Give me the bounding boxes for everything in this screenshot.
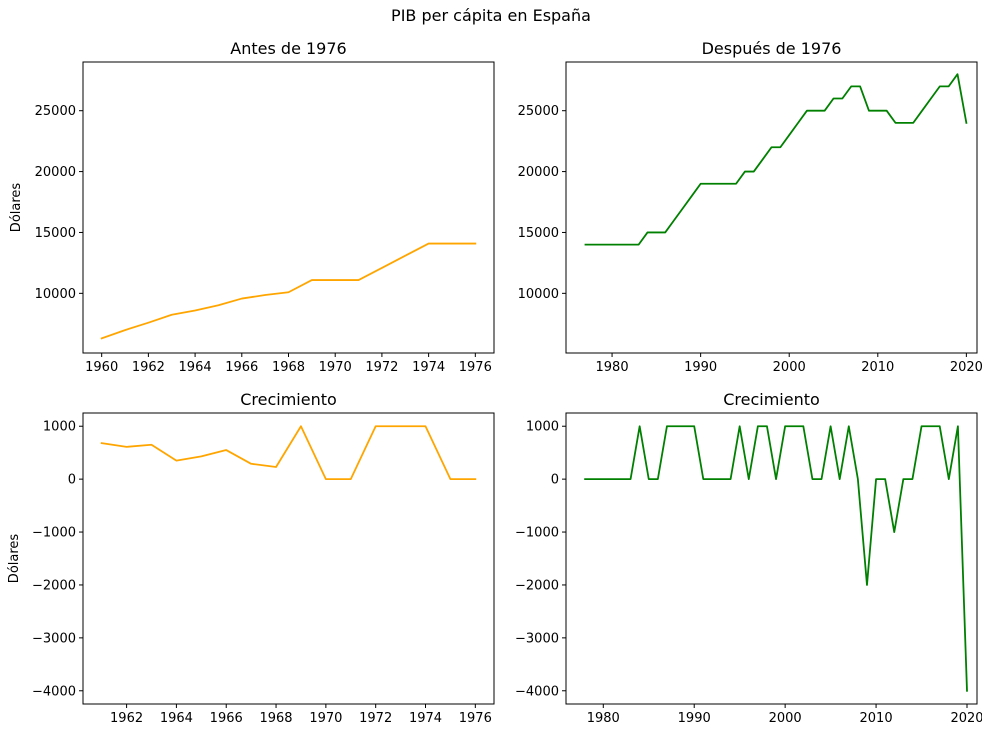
- y-tick-label: 25000: [35, 104, 76, 119]
- x-tick-label: 1970: [309, 711, 342, 726]
- x-tick-label: 1980: [596, 360, 629, 375]
- x-tick-label: 1990: [678, 711, 711, 726]
- y-tick-label: 10000: [35, 287, 76, 302]
- y-tick-label: 1000: [526, 420, 559, 435]
- y-tick-label: −1000: [32, 526, 76, 541]
- y-tick-label: −1000: [515, 526, 559, 541]
- plot-frame: [565, 61, 978, 354]
- subplot-title: Después de 1976: [702, 39, 842, 58]
- x-tick-label: 1964: [160, 711, 193, 726]
- subplot-title: Crecimiento: [723, 390, 820, 409]
- x-tick-label: 1976: [459, 711, 492, 726]
- y-tick-label: −2000: [515, 578, 559, 593]
- x-tick-label: 1974: [412, 360, 445, 375]
- subplot-pre-1976-growth: Crecimiento Dólares 1962 1964 1966 1968 1970 19…: [7, 390, 495, 726]
- x-tick-label: 1970: [319, 360, 352, 375]
- series-line: [100, 425, 477, 481]
- figure-title: PIB per cápita en España: [391, 6, 591, 25]
- series-line: [584, 73, 968, 246]
- x-tick-label: 1976: [459, 360, 492, 375]
- subplot-title: Antes de 1976: [230, 39, 346, 58]
- x-tick-label: 1964: [179, 360, 212, 375]
- x-tick-label: 1990: [684, 360, 717, 375]
- x-tick-label: 1962: [110, 711, 143, 726]
- x-tick-label: 1966: [225, 360, 258, 375]
- x-tick-label: 2010: [860, 711, 893, 726]
- y-tick-label: −3000: [32, 631, 76, 646]
- x-tick-label: 1972: [359, 711, 392, 726]
- y-tick-label: 25000: [518, 104, 559, 119]
- plot-frame: [82, 61, 495, 354]
- y-tick-label: 10000: [518, 287, 559, 302]
- x-tick-label: 1972: [365, 360, 398, 375]
- x-tick-label: 2000: [769, 711, 802, 726]
- y-tick-label: −4000: [515, 684, 559, 699]
- subplot-post-1976-growth: Crecimiento 1980 1990 2000 2010 2020 −4000 −300…: [515, 390, 982, 726]
- series-line: [584, 425, 968, 692]
- y-tick-label: −2000: [32, 578, 76, 593]
- y-tick-label: −3000: [515, 631, 559, 646]
- x-tick-label: 2000: [773, 360, 806, 375]
- y-tick-label: 0: [68, 473, 76, 488]
- y-tick-label: 15000: [518, 226, 559, 241]
- plot-frame: [82, 412, 495, 705]
- x-tick-label: 1968: [259, 711, 292, 726]
- x-tick-label: 1968: [272, 360, 305, 375]
- x-tick-label: 2020: [950, 360, 982, 375]
- plot-frame: [565, 412, 978, 705]
- x-tick-label: 1980: [587, 711, 620, 726]
- x-tick-label: 2010: [861, 360, 894, 375]
- x-tick-label: 1962: [132, 360, 165, 375]
- series-line: [100, 242, 477, 340]
- y-tick-label: −4000: [32, 684, 76, 699]
- y-tick-label: 1000: [43, 420, 76, 435]
- x-tick-label: 1960: [85, 360, 118, 375]
- y-tick-label: 15000: [35, 226, 76, 241]
- y-tick-label: 20000: [35, 165, 76, 180]
- subplot-pre-1976-gdp: Antes de 1976 Dólares 1960 1962 1964 1966 1968…: [9, 39, 495, 375]
- y-tick-label: 0: [551, 473, 559, 488]
- y-axis-label: Dólares: [7, 534, 22, 584]
- subplot-title: Crecimiento: [240, 390, 337, 409]
- y-axis-label: Dólares: [9, 183, 24, 233]
- subplot-post-1976-gdp: Después de 1976 1980 1990 2000 2010 2020 10000…: [518, 39, 982, 375]
- x-tick-label: 1974: [409, 711, 442, 726]
- x-tick-label: 2020: [950, 711, 982, 726]
- y-tick-label: 20000: [518, 165, 559, 180]
- x-tick-label: 1966: [210, 711, 243, 726]
